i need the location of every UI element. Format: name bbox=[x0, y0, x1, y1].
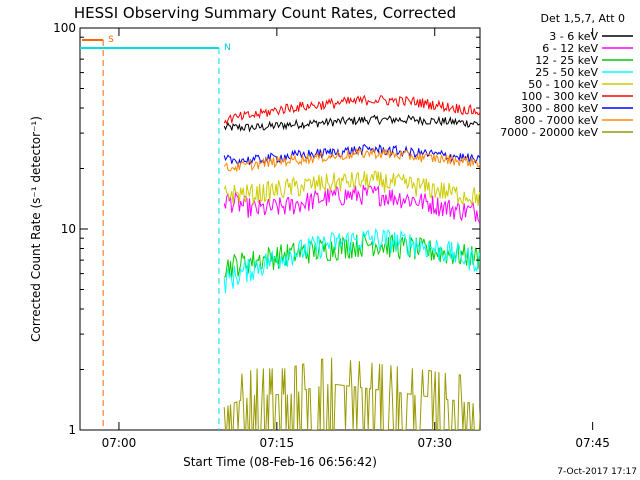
y-tick-label: 100 bbox=[53, 21, 76, 35]
legend-label: 100 - 300 keV bbox=[521, 90, 598, 103]
y-tick-label: 1 bbox=[68, 423, 76, 437]
legend-label: 12 - 25 keV bbox=[535, 54, 598, 67]
series-line-4 bbox=[223, 227, 480, 294]
legend-label: 25 - 50 keV bbox=[535, 66, 598, 79]
series-line-1 bbox=[223, 114, 480, 133]
series-line-3 bbox=[223, 232, 480, 278]
legend-label: 300 - 800 keV bbox=[521, 102, 598, 115]
timestamp: 7-Oct-2017 17:17 bbox=[557, 467, 637, 477]
legend-label: 3 - 6 keV bbox=[549, 30, 598, 43]
x-tick-label: 07:00 bbox=[102, 436, 137, 450]
series-line-8 bbox=[223, 147, 480, 172]
series-line-6 bbox=[223, 94, 480, 126]
legend-label: 800 - 7000 keV bbox=[514, 114, 598, 127]
series-line-7 bbox=[223, 143, 480, 168]
legend-label: 6 - 12 keV bbox=[542, 42, 598, 55]
x-tick-label: 07:15 bbox=[260, 436, 295, 450]
series-line-9 bbox=[223, 357, 480, 430]
y-axis-label: Corrected Count Rate (s⁻¹ detector⁻¹) bbox=[29, 116, 43, 342]
ticks-group: 07:0007:1507:3007:4508:0008:1508:3011010… bbox=[53, 21, 610, 450]
y-tick-label: 10 bbox=[61, 222, 76, 236]
saa-label: S bbox=[108, 35, 114, 45]
series-group bbox=[223, 94, 480, 430]
series-line-2 bbox=[223, 184, 480, 224]
plot-frame bbox=[79, 27, 481, 431]
night-label: N bbox=[224, 43, 231, 53]
annotation-group: SN bbox=[80, 35, 231, 430]
legend-label: 7000 - 20000 keV bbox=[500, 126, 598, 139]
legend-header: Det 1,5,7, Att 0 bbox=[541, 12, 625, 25]
legend-label: 50 - 100 keV bbox=[528, 78, 598, 91]
x-tick-label: 07:45 bbox=[575, 436, 610, 450]
chart-title: HESSI Observing Summary Count Rates, Cor… bbox=[74, 4, 456, 22]
x-tick-label: 07:30 bbox=[417, 436, 452, 450]
series-line-5 bbox=[223, 170, 480, 206]
x-axis-label: Start Time (08-Feb-16 06:56:42) bbox=[183, 455, 377, 469]
